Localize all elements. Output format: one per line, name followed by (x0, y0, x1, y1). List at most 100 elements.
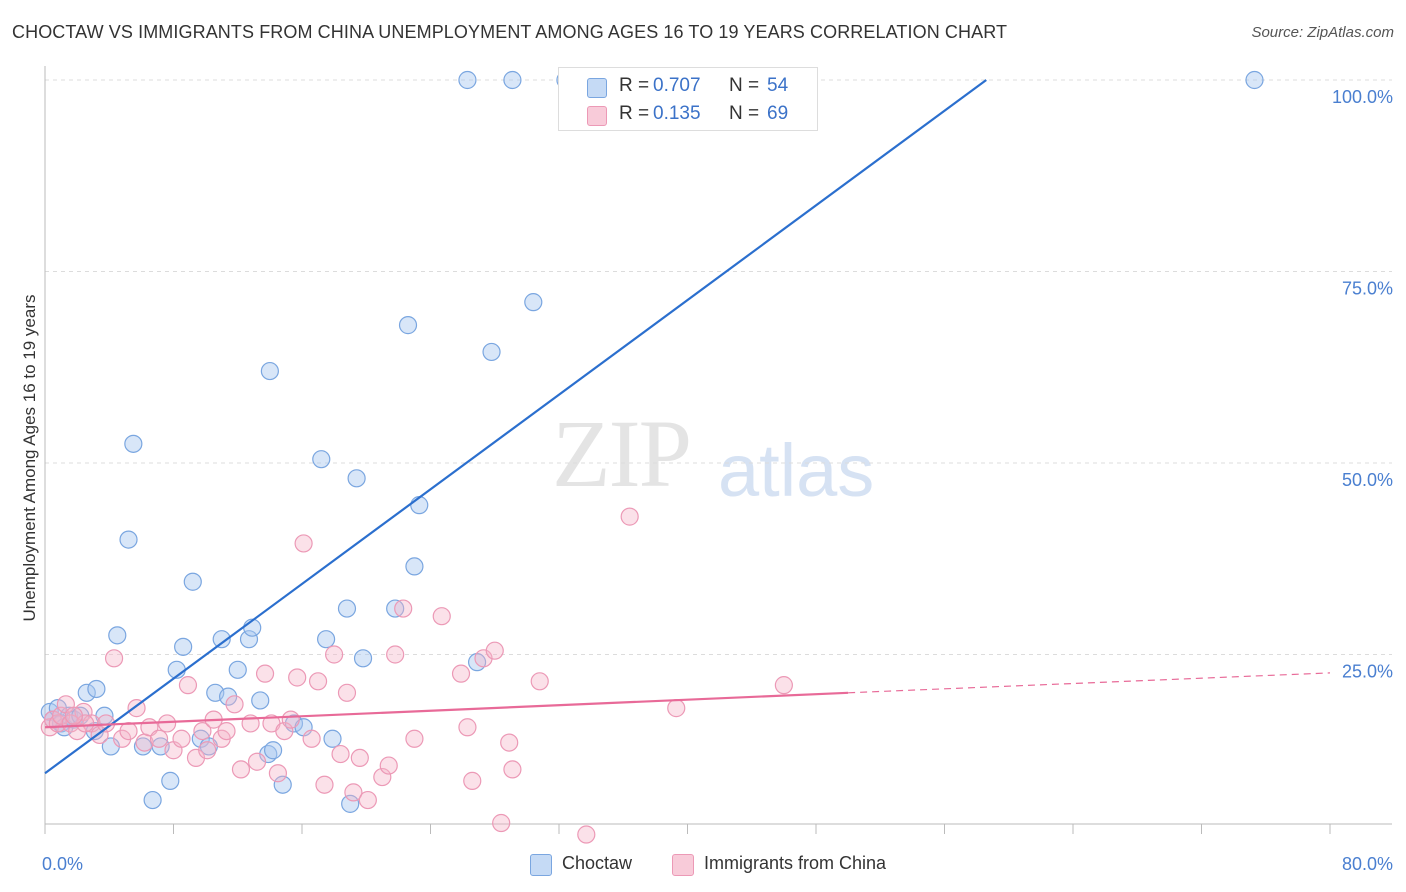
china-point (119, 721, 138, 741)
china-point (337, 683, 357, 702)
choctaw-point (323, 729, 342, 748)
china-point (774, 676, 793, 695)
choctaw-point (239, 630, 259, 649)
china-point (405, 729, 424, 748)
china-point (577, 825, 596, 844)
choctaw-point (251, 691, 270, 710)
china-point (217, 721, 236, 741)
choctaw-point (87, 679, 106, 699)
china-point (225, 695, 244, 714)
series-legend: Choctaw Immigrants from China (0, 851, 1406, 877)
china-point (492, 813, 511, 833)
china-point (394, 599, 413, 618)
choctaw-point (316, 630, 336, 649)
choctaw-point (347, 469, 366, 488)
china-point (198, 741, 217, 760)
n-label: N = (729, 75, 760, 96)
china-point (331, 744, 350, 764)
china-point (432, 607, 451, 626)
china-point (620, 507, 639, 526)
r-value-choctaw: 0.707 (653, 75, 701, 96)
china-point (500, 733, 519, 752)
r-label: R = (619, 75, 650, 96)
legend-label-choctaw: Choctaw (562, 853, 633, 873)
china-point (149, 729, 169, 748)
china-point (308, 672, 328, 691)
choctaw-point (119, 530, 138, 549)
choctaw-point (263, 741, 283, 760)
china-point (268, 764, 288, 783)
choctaw-point (503, 70, 522, 90)
choctaw-point (212, 630, 231, 649)
china-point (373, 767, 392, 787)
choctaw-point (410, 496, 429, 515)
source-credit: Source: ZipAtlas.com (1251, 24, 1394, 41)
x-tick-label: 0.0% (42, 854, 83, 874)
china-point (451, 664, 471, 683)
choctaw-point (273, 775, 292, 794)
y-tick-label: 25.0% (1342, 662, 1393, 682)
choctaw-swatch (587, 78, 607, 98)
china-point (51, 706, 71, 725)
china-point (178, 676, 198, 695)
china-point (325, 645, 344, 664)
china-trend-line (44, 691, 849, 729)
china-point (302, 729, 321, 748)
legend-label-china: Immigrants from China (704, 853, 887, 873)
choctaw-legend-swatch (530, 854, 552, 876)
choctaw-point (1245, 70, 1264, 90)
chart-title: CHOCTAW VS IMMIGRANTS FROM CHINA UNEMPLO… (12, 22, 1008, 42)
watermark-atlas: atlas (718, 429, 875, 512)
china-point (315, 775, 334, 794)
choctaw-point (174, 637, 193, 656)
china-point (485, 641, 504, 660)
y-tick-label: 100.0% (1332, 87, 1393, 107)
n-value-china: 69 (767, 103, 789, 124)
watermark-zip: ZIP (552, 400, 692, 507)
choctaw-point (482, 342, 501, 362)
china-point (172, 729, 191, 748)
n-value-choctaw: 54 (767, 75, 789, 96)
china-point (255, 664, 275, 683)
china-swatch (587, 106, 607, 126)
choctaw-point (108, 626, 127, 645)
china-trend-extension (848, 672, 1331, 694)
china-point (358, 790, 377, 810)
china-legend-swatch (672, 854, 694, 876)
choctaw-point (161, 771, 180, 790)
china-point (350, 748, 369, 768)
choctaw-point (228, 660, 247, 679)
legend-row-china: R = 0.135 N = 69 (559, 100, 817, 128)
china-point (503, 760, 522, 779)
china-point (386, 645, 405, 664)
china-point (294, 534, 313, 553)
choctaw-point (312, 450, 331, 469)
china-point (344, 783, 363, 802)
china-point (379, 756, 398, 775)
choctaw-point (337, 599, 357, 618)
choctaw-point (405, 557, 424, 576)
choctaw-point (341, 794, 360, 813)
choctaw-point (353, 649, 373, 668)
r-value-china: 0.135 (653, 103, 701, 124)
legend-row-choctaw: R = 0.707 N = 54 (559, 72, 817, 100)
china-point (231, 760, 251, 779)
y-tick-label: 75.0% (1342, 279, 1393, 299)
choctaw-point (183, 572, 202, 591)
china-point (104, 649, 124, 668)
china-point (530, 672, 549, 691)
china-point (275, 721, 294, 741)
china-point (288, 668, 307, 687)
choctaw-point (77, 683, 96, 702)
china-point (463, 771, 482, 790)
choctaw-point (458, 70, 477, 90)
choctaw-trend-line (44, 79, 987, 775)
y-tick-label: 50.0% (1342, 470, 1393, 490)
choctaw-point (124, 434, 143, 453)
r-label: R = (619, 103, 650, 124)
x-tick-label: 80.0% (1342, 854, 1393, 874)
china-point (64, 706, 84, 725)
correlation-legend: R = 0.707 N = 54 R = 0.135 N = 69 (558, 67, 818, 131)
choctaw-point (260, 361, 279, 381)
